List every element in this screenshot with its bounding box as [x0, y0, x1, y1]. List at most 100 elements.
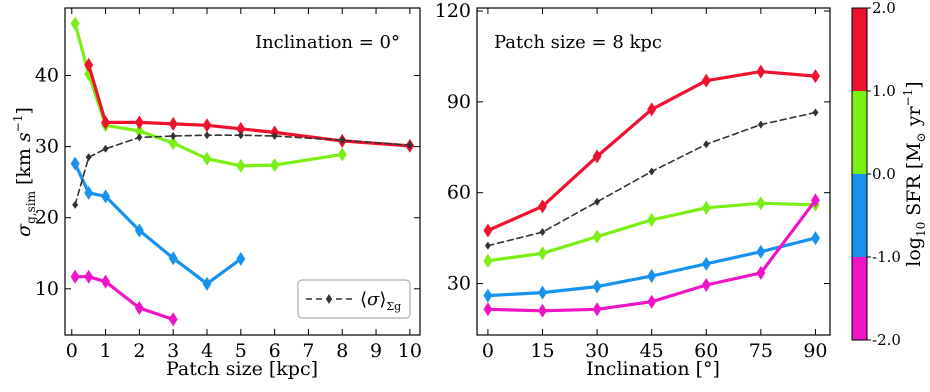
- data-point-red: [236, 121, 246, 136]
- colorbar-tick-label: 1.0: [872, 82, 896, 100]
- data-point-mean: [102, 144, 109, 153]
- x-tick-label: 0: [66, 340, 78, 362]
- left-panel: Inclination = 0° σg,sim [km s−1] Patch s…: [11, 7, 422, 380]
- data-point-blue: [701, 256, 711, 271]
- data-point-red: [84, 57, 94, 72]
- data-point-red: [647, 102, 657, 117]
- data-point-green: [270, 158, 280, 173]
- data-point-magenta: [70, 269, 80, 284]
- cb-exp: −1: [901, 89, 915, 107]
- sigma-symbol: σ: [13, 223, 35, 237]
- colorbar-band-red: [852, 8, 867, 91]
- x-tick-label: 4: [201, 340, 213, 362]
- data-point-blue: [810, 231, 820, 246]
- sigma-subscript: g,sim: [24, 190, 38, 223]
- cb-yr: yr: [903, 105, 925, 132]
- y-tick-label: 40: [35, 65, 59, 87]
- right-plot-frame: [476, 7, 831, 336]
- right-x-axis-label: Inclination [°]: [586, 358, 720, 380]
- series-line-red: [486, 69, 818, 233]
- x-tick-label: 8: [336, 340, 348, 362]
- x-tick-label: 7: [302, 340, 314, 362]
- data-point-blue: [538, 285, 548, 300]
- data-point-magenta: [647, 294, 657, 309]
- data-point-mean: [170, 131, 177, 140]
- cb-sun: ⊙: [914, 132, 928, 142]
- legend-marker: [326, 294, 332, 304]
- data-point-magenta: [134, 300, 144, 315]
- x-tick-label: 9: [370, 340, 382, 362]
- svg-text:σg,sim [km s−1]: σg,sim [km s−1]: [11, 107, 38, 237]
- data-point-green: [236, 158, 246, 173]
- y-tick-label: 30: [35, 136, 59, 158]
- x-tick-label: 45: [640, 340, 664, 362]
- right-series: [483, 64, 820, 318]
- x-tick-label: 60: [694, 340, 718, 362]
- data-point-blue: [483, 288, 493, 303]
- data-point-red: [756, 64, 766, 79]
- colorbar-ticks: 2.0 1.0 0.0 -1.0 -2.0: [867, 0, 901, 349]
- data-point-blue: [134, 223, 144, 238]
- data-point-mean: [237, 131, 244, 140]
- colorbar-band-blue: [852, 174, 867, 257]
- x-tick-label: 90: [803, 340, 827, 362]
- data-point-mean: [72, 200, 79, 209]
- data-point-mean: [648, 167, 655, 176]
- data-point-red: [592, 149, 602, 164]
- left-annotation: Inclination = 0°: [255, 32, 400, 53]
- y-tick-label: 30: [447, 273, 471, 295]
- colorbar-band-green: [852, 91, 867, 174]
- legend: ⟨σ⟩Σg: [297, 279, 411, 319]
- data-point-magenta: [592, 302, 602, 317]
- colorbar-tick-label: -1.0: [872, 248, 901, 266]
- data-point-green: [70, 16, 80, 31]
- data-point-blue: [236, 251, 246, 266]
- data-point-mean: [757, 120, 764, 129]
- data-point-blue: [647, 268, 657, 283]
- ylabel-unit-close: ]: [13, 107, 35, 114]
- data-point-magenta: [701, 278, 711, 293]
- svg-text:log10 SFR [M⊙ yr−1]: log10 SFR [M⊙ yr−1]: [901, 81, 928, 266]
- ylabel-unit-exp: −1: [11, 115, 25, 133]
- data-point-red: [538, 199, 548, 214]
- data-point-red: [810, 69, 820, 84]
- data-point-green: [647, 212, 657, 227]
- colorbar-tick-label: 2.0: [872, 0, 896, 17]
- right-annotation: Patch size = 8 kpc: [494, 32, 662, 53]
- data-point-green: [701, 200, 711, 215]
- data-point-magenta: [168, 312, 178, 327]
- data-point-mean: [812, 108, 819, 117]
- left-ticks: 0 1 2 3 4 5 6 7 8 9 10 10 20 30 40: [35, 8, 422, 362]
- cb-close: ]: [903, 81, 925, 88]
- data-point-red: [101, 115, 111, 130]
- series-line-blue: [73, 162, 243, 286]
- data-point-green: [168, 136, 178, 151]
- data-point-blue: [756, 244, 766, 259]
- series-line-green: [486, 201, 818, 263]
- data-point-red: [168, 116, 178, 131]
- data-point-blue: [168, 251, 178, 266]
- colorbar-tick-label: 0.0: [872, 165, 896, 183]
- data-point-magenta: [810, 193, 820, 208]
- data-point-mean: [204, 131, 210, 140]
- data-point-green: [337, 147, 347, 162]
- data-point-mean: [85, 153, 92, 162]
- series-line-mean: [74, 134, 411, 206]
- series-line-magenta: [73, 275, 175, 321]
- data-point-mean: [594, 197, 601, 206]
- data-point-magenta: [101, 274, 111, 289]
- data-point-green: [483, 253, 493, 268]
- data-point-blue: [84, 185, 94, 200]
- x-tick-label: 15: [530, 340, 554, 362]
- data-point-magenta: [756, 265, 766, 280]
- data-point-magenta: [538, 303, 548, 318]
- left-series: [70, 16, 415, 327]
- left-x-axis-label: Patch size [kpc]: [166, 358, 318, 380]
- data-point-mean: [406, 141, 413, 150]
- data-point-mean: [484, 241, 491, 250]
- left-y-axis-label: σg,sim [km s−1]: [11, 107, 38, 237]
- data-point-green: [756, 196, 766, 211]
- data-point-magenta: [483, 302, 493, 317]
- data-point-blue: [592, 279, 602, 294]
